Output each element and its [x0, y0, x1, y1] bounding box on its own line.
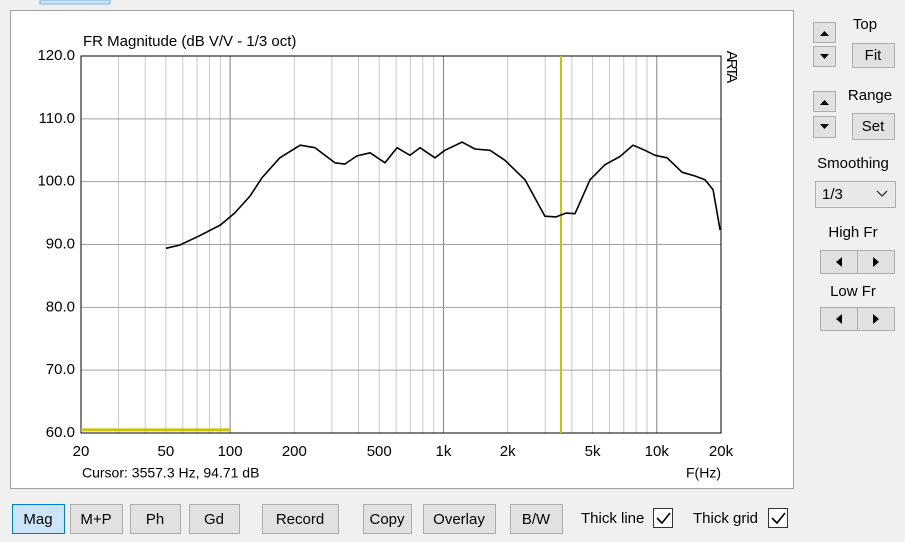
arrow-left [836, 314, 842, 324]
x-tick-label: 200 [282, 443, 307, 460]
y-tick-label: 60.0 [46, 424, 75, 441]
button-label: Ph [146, 511, 164, 528]
smoothing-label: Smoothing [817, 155, 889, 172]
plot: 20 50 100 200 500 1k 2k 5k 10k 20k 60.0 70.0 80.0 90.… [37, 47, 740, 460]
button-label: B/W [522, 511, 551, 528]
button-label: Mag [23, 511, 52, 528]
x-tick-label: 20k [709, 443, 734, 460]
button[interactable] [363, 504, 412, 534]
smoothing-value: 1/3 [822, 186, 843, 203]
chart-title: FR Magnitude (dB V/V - 1/3 oct) [83, 33, 296, 50]
button[interactable] [423, 504, 496, 534]
x-tick-label: 5k [585, 443, 601, 460]
arrow-down [820, 124, 829, 129]
plot-border [80, 55, 722, 434]
x-tick-label: 100 [218, 443, 243, 460]
arrow-down [820, 54, 829, 59]
button[interactable] [189, 504, 240, 534]
checkmark [656, 512, 671, 525]
checkbox-label: Thick grid [693, 510, 758, 527]
arrow-right [873, 257, 879, 267]
set-button[interactable] [852, 113, 895, 140]
checkmark [771, 512, 786, 525]
checkbox-label: Thick line [581, 510, 644, 527]
fit-button[interactable] [852, 43, 895, 68]
x-tick-label: 10k [645, 443, 670, 460]
set-label: Set [862, 118, 885, 135]
smoothing-select[interactable] [815, 181, 896, 208]
button[interactable] [510, 504, 563, 534]
x-tick-label: 1k [436, 443, 452, 460]
button-label: Copy [369, 511, 405, 528]
cursor-readout: Cursor: 3557.3 Hz, 94.71 dB [82, 465, 259, 481]
high-fr-label: High Fr [828, 224, 877, 241]
low-fr-label: Low Fr [830, 283, 876, 300]
fit-label: Fit [865, 47, 882, 64]
tab[interactable] [39, 0, 111, 5]
button[interactable] [70, 504, 123, 534]
button[interactable] [262, 504, 339, 534]
arrow-up [820, 100, 829, 105]
right-panel: Top Fit Range Set Smoothing 1/3 High Fr … [813, 16, 896, 331]
button-label: Gd [204, 511, 224, 528]
y-tick-label: 70.0 [46, 361, 75, 378]
y-tick-label: 110.0 [39, 110, 75, 127]
y-tick-label: 100.0 [37, 173, 75, 190]
chevron [876, 190, 888, 197]
button-label: Record [276, 511, 324, 528]
fr-curve [165, 141, 721, 250]
range-label: Range [848, 87, 892, 104]
button-label: Overlay [433, 511, 485, 528]
x-tick-label: 500 [367, 443, 392, 460]
button[interactable] [130, 504, 181, 534]
side-label: ARTA [723, 51, 740, 84]
x-tick-label: 2k [500, 443, 516, 460]
y-tick-label: 120.0 [37, 47, 75, 64]
x-tick-label: 50 [158, 443, 175, 460]
y-tick-label: 90.0 [46, 235, 75, 252]
checkbox[interactable] [768, 508, 788, 528]
arrow-up [820, 31, 829, 36]
arrow-right [873, 314, 879, 324]
top-label: Top [853, 16, 877, 33]
bottom-bar: Mag M+P Ph Gd Record Copy Overlay B/W Thick line… [12, 504, 788, 534]
chart-frame [10, 10, 794, 489]
button[interactable] [12, 504, 65, 534]
arrow-left [836, 257, 842, 267]
y-tick-label: 80.0 [46, 298, 75, 315]
checkbox[interactable] [653, 508, 673, 528]
x-axis-label: F(Hz) [686, 465, 721, 481]
button-label: M+P [80, 511, 111, 528]
x-tick-label: 20 [73, 443, 90, 460]
